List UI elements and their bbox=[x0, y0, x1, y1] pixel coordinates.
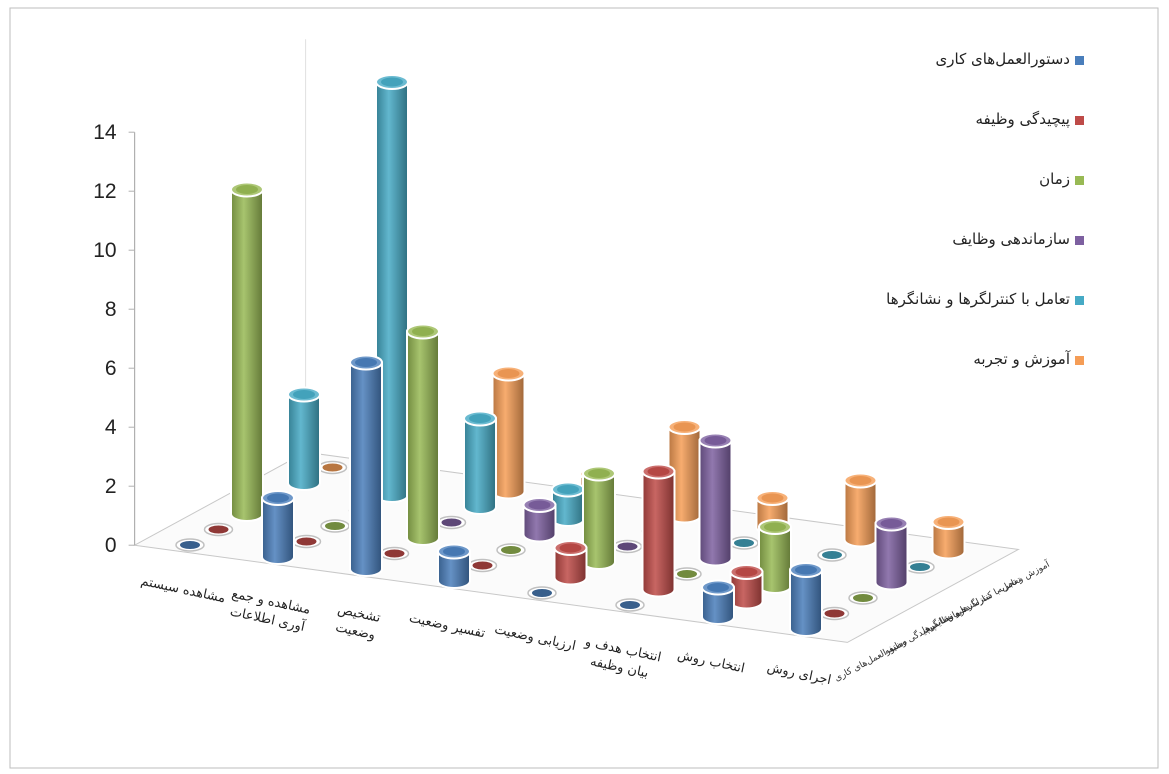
legend-item: سازماندهی وظایف bbox=[922, 222, 1152, 282]
bar bbox=[729, 536, 759, 550]
y-tick-label: 2 bbox=[105, 475, 117, 498]
bar bbox=[672, 567, 702, 581]
bar bbox=[175, 538, 205, 552]
y-tick-label: 4 bbox=[105, 416, 117, 439]
category-label: انتخاب روش bbox=[676, 648, 746, 677]
bar bbox=[819, 606, 850, 621]
category-label: تشخیصوضعیت bbox=[332, 602, 382, 643]
bar bbox=[553, 540, 588, 586]
bar bbox=[641, 463, 676, 598]
legend-label: تعامل با کنترلگرها و نشانگرها bbox=[886, 290, 1070, 308]
bars bbox=[175, 74, 966, 637]
bar bbox=[291, 534, 322, 549]
bar bbox=[261, 490, 295, 565]
bar bbox=[203, 522, 234, 537]
bar bbox=[436, 515, 467, 530]
y-tick-label: 6 bbox=[105, 357, 117, 380]
legend-item: دستورالعمل‌های کاری bbox=[922, 42, 1152, 102]
bar bbox=[817, 548, 847, 562]
category-label: تفسیر وضعیت bbox=[408, 611, 487, 642]
legend-swatch bbox=[1075, 296, 1084, 305]
y-tick-label: 10 bbox=[93, 239, 116, 262]
bar bbox=[905, 560, 935, 574]
bar bbox=[698, 432, 733, 567]
bar bbox=[317, 460, 348, 475]
bar bbox=[522, 497, 557, 543]
legend-label: دستورالعمل‌های کاری bbox=[935, 50, 1070, 68]
bar bbox=[496, 543, 526, 557]
bar bbox=[843, 472, 878, 548]
bar bbox=[551, 481, 585, 527]
y-tick-label: 14 bbox=[93, 121, 117, 144]
category-label: مشاهده و جمعآوری اطلاعات bbox=[227, 586, 312, 635]
bar bbox=[379, 546, 410, 561]
bar bbox=[874, 515, 909, 591]
bar bbox=[406, 323, 440, 546]
y-tick-label: 8 bbox=[105, 298, 117, 321]
legend-swatch bbox=[1075, 356, 1084, 365]
bar bbox=[612, 539, 643, 554]
bar bbox=[789, 562, 823, 637]
legend-label: زمان bbox=[1039, 170, 1070, 188]
series-axis-label: آموزش و تجربه bbox=[995, 558, 1052, 596]
category-label: اجرای روش bbox=[766, 660, 833, 688]
legend-label: پیچیدگی وظیفه bbox=[975, 110, 1070, 128]
bar bbox=[931, 514, 966, 560]
legend-swatch bbox=[1075, 56, 1084, 65]
y-axis: 0 2 4 6 8 10 12 14 bbox=[93, 121, 136, 557]
bar bbox=[729, 564, 764, 610]
category-label: مشاهده سیستم bbox=[139, 574, 226, 607]
bar bbox=[701, 579, 735, 625]
category-label: انتخاب هدف وبیان وظیفه bbox=[579, 635, 663, 684]
legend-swatch bbox=[1075, 116, 1084, 125]
legend-label: سازماندهی وظایف bbox=[952, 230, 1070, 248]
legend-item: زمان bbox=[922, 162, 1152, 222]
category-label: ارزیابی وضعیت bbox=[493, 622, 577, 654]
bar bbox=[582, 465, 616, 570]
legend: دستورالعمل‌های کاری پیچیدگی وظیفه زمان س… bbox=[886, 42, 1152, 402]
legend-label: آموزش و تجربه bbox=[973, 350, 1070, 368]
bar bbox=[527, 586, 557, 600]
bar bbox=[320, 519, 350, 533]
bar bbox=[758, 519, 792, 594]
legend-item: پیچیدگی وظیفه bbox=[922, 102, 1152, 162]
bar bbox=[287, 386, 321, 491]
bar bbox=[349, 354, 383, 577]
bar bbox=[467, 558, 498, 573]
legend-item: تعامل با کنترلگرها و نشانگرها bbox=[886, 282, 1152, 342]
bar bbox=[463, 410, 497, 515]
bar bbox=[491, 365, 526, 500]
y-tick-label: 0 bbox=[105, 534, 117, 557]
bar bbox=[230, 181, 264, 522]
bar bbox=[437, 543, 471, 589]
y-tick-label: 12 bbox=[93, 180, 116, 203]
legend-swatch bbox=[1075, 236, 1084, 245]
legend-item: آموزش و تجربه bbox=[922, 342, 1152, 402]
legend-swatch bbox=[1075, 176, 1084, 185]
bar bbox=[615, 598, 645, 612]
bar bbox=[848, 591, 878, 605]
